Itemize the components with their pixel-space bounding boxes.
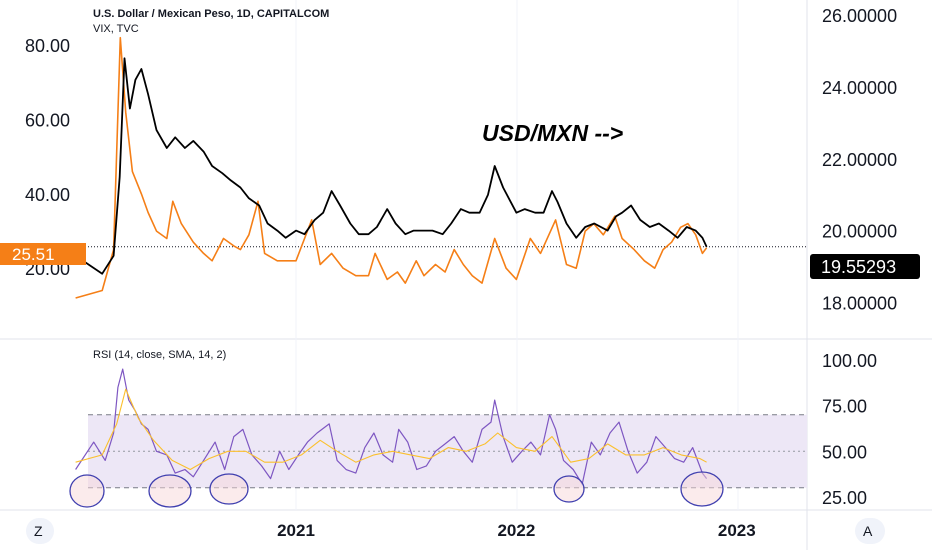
usdmxn-annotation: USD/MXN --> [482,120,623,146]
usdmxn-series-line[interactable] [75,57,708,275]
left-axis-tick-label: 60.00 [25,111,70,131]
rsi-series-line[interactable] [75,368,708,485]
chart-title: U.S. Dollar / Mexican Peso, 1D, CAPITALC… [93,8,329,20]
vix-series-line[interactable] [75,36,708,299]
right-axis-tick-label: 22.00000 [822,150,897,170]
usdmxn-last-badge: 19.55293 [810,254,920,279]
rsi-ma-series-line[interactable] [75,388,707,471]
right-axis-tick-label: 18.00000 [822,293,897,313]
auto-scale-button-label: A [863,523,873,539]
zoom-button-label: Z [34,523,43,539]
rsi-axis-tick-label: 75.00 [822,397,867,417]
rsi-axis-tick-label: 50.00 [822,442,867,462]
zoom-button[interactable]: Z [26,518,54,544]
oversold-circle [209,473,249,505]
rsi-pane[interactable] [69,368,807,508]
vix-last-value: 25.51 [12,245,55,264]
oversold-circle [69,474,105,508]
right-axis-tick-label: 26.00000 [822,6,897,26]
left-axis-tick-label: 40.00 [25,185,70,205]
left-axis-tick-label: 80.00 [25,36,70,56]
rsi-axis-tick-label: 25.00 [822,488,867,508]
oversold-circle [680,471,724,507]
time-axis-tick-label: 2021 [277,521,315,540]
time-axis[interactable]: 2021 2022 2023 [277,521,756,540]
right-price-axis[interactable]: 18.00000 20.00000 22.00000 24.00000 26.00000 [822,6,897,313]
oversold-circle [148,474,192,508]
time-axis-tick-label: 2022 [497,521,535,540]
rsi-axis[interactable]: 25.00 50.00 75.00 100.00 [822,351,877,508]
rsi-band-background [88,414,807,488]
usdmxn-last-value: 19.55293 [821,257,896,277]
right-axis-tick-label: 24.00000 [822,78,897,98]
right-axis-tick-label: 20.00000 [822,222,897,242]
vix-last-badge: 25.51 [0,243,86,265]
oversold-circle [553,475,585,503]
overlay-symbol-label: VIX, TVC [93,23,139,35]
time-axis-tick-label: 2023 [718,521,756,540]
rsi-axis-tick-label: 100.00 [822,351,877,371]
auto-scale-button[interactable]: A [855,518,885,544]
rsi-indicator-label: RSI (14, close, SMA, 14, 2) [93,349,226,361]
main-price-pane[interactable] [75,36,807,299]
